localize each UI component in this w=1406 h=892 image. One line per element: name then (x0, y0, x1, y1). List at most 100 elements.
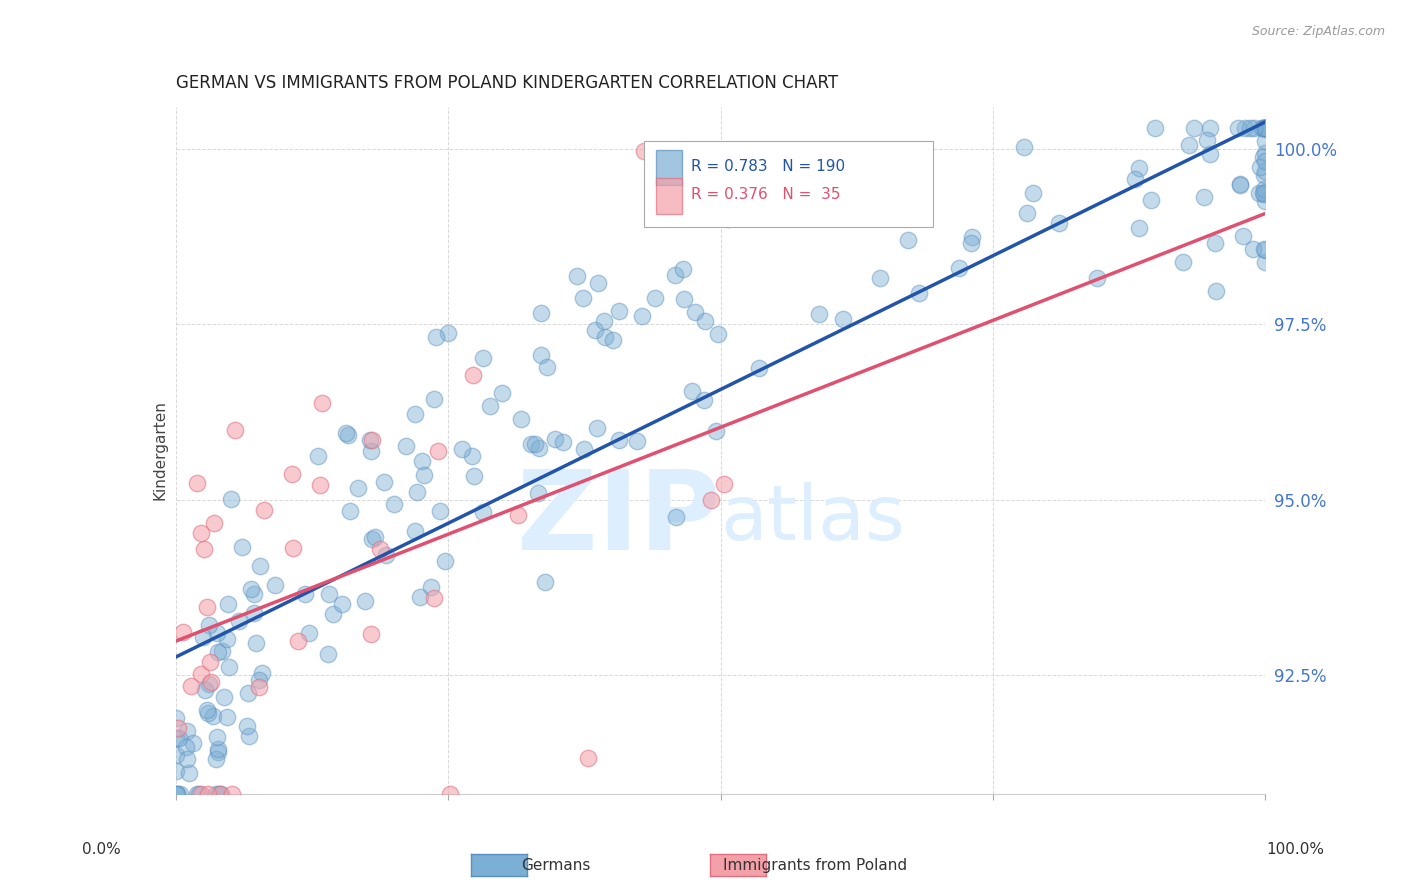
Point (461, 368, 484, 383)
Point (368, 542, 391, 557)
Point (412, 468, 434, 483)
Point (375, 548, 398, 562)
FancyBboxPatch shape (657, 178, 682, 214)
Point (174, 740, 197, 755)
Point (1123, 172, 1146, 186)
Point (1253, 153, 1275, 168)
Point (211, 644, 233, 658)
Point (238, 685, 260, 699)
Text: GERMAN VS IMMIGRANTS FROM POLAND KINDERGARTEN CORRELATION CHART: GERMAN VS IMMIGRANTS FROM POLAND KINDERG… (176, 74, 838, 92)
Point (1253, 187, 1275, 202)
Point (236, 719, 259, 733)
Point (207, 741, 229, 756)
Point (1139, 193, 1161, 207)
Point (510, 412, 533, 426)
Point (208, 787, 231, 801)
Point (471, 351, 494, 366)
Point (339, 504, 361, 518)
Point (316, 647, 339, 661)
Point (359, 433, 381, 447)
Point (520, 437, 543, 451)
Point (322, 607, 344, 622)
Point (551, 435, 574, 450)
Point (523, 437, 546, 451)
Point (631, 310, 654, 324)
Point (207, 745, 229, 759)
Point (204, 787, 226, 801)
Point (586, 277, 609, 291)
Point (332, 597, 354, 611)
Point (1254, 121, 1277, 136)
Point (207, 626, 229, 640)
Point (1229, 177, 1251, 191)
Point (1251, 186, 1274, 200)
Point (1254, 121, 1277, 136)
Point (748, 361, 770, 376)
Point (219, 491, 242, 506)
Point (695, 313, 717, 327)
Point (180, 679, 202, 693)
Point (1254, 164, 1277, 178)
Point (664, 268, 686, 283)
Point (166, 787, 188, 801)
Point (1232, 229, 1254, 244)
Point (1234, 121, 1257, 136)
Point (194, 683, 217, 698)
Point (1239, 121, 1261, 136)
Point (202, 709, 225, 723)
Point (529, 306, 551, 320)
Point (529, 348, 551, 362)
Text: R = 0.376   N =  35: R = 0.376 N = 35 (692, 187, 841, 202)
Point (1205, 285, 1227, 299)
Text: Source: ZipAtlas.com: Source: ZipAtlas.com (1251, 25, 1385, 38)
Point (450, 442, 472, 456)
Point (361, 532, 384, 546)
Point (544, 432, 567, 446)
Point (346, 481, 368, 495)
Text: R = 0.783   N = 190: R = 0.783 N = 190 (692, 159, 845, 174)
Point (172, 624, 194, 639)
Point (165, 764, 187, 778)
Point (207, 730, 229, 744)
Point (1017, 206, 1039, 220)
Point (1253, 182, 1275, 196)
Point (181, 736, 204, 750)
Point (205, 752, 228, 766)
Point (166, 721, 188, 735)
Point (869, 271, 891, 285)
Point (280, 467, 302, 481)
Point (1022, 186, 1045, 201)
Point (1253, 121, 1275, 136)
Point (681, 384, 703, 398)
Point (607, 433, 630, 447)
Point (202, 516, 225, 531)
Point (1144, 121, 1167, 136)
Point (839, 157, 862, 171)
Text: 100.0%: 100.0% (1267, 842, 1324, 856)
Point (1128, 220, 1150, 235)
Point (506, 508, 529, 522)
Point (307, 449, 329, 463)
Point (1253, 243, 1275, 257)
Point (960, 230, 983, 244)
Point (896, 233, 918, 247)
Point (607, 304, 630, 318)
Point (808, 306, 831, 320)
Point (200, 675, 222, 690)
Point (1204, 235, 1226, 250)
Point (1247, 186, 1270, 200)
Point (707, 326, 730, 341)
Point (437, 326, 460, 340)
Text: ZIP: ZIP (517, 466, 721, 573)
Point (209, 787, 232, 801)
Point (394, 438, 416, 452)
Point (1254, 146, 1277, 161)
Point (243, 587, 266, 601)
Point (360, 627, 382, 641)
Point (1254, 121, 1277, 136)
Point (901, 194, 924, 208)
Text: Germans: Germans (520, 858, 591, 872)
Point (1182, 121, 1205, 136)
Point (294, 587, 316, 601)
Point (1012, 140, 1035, 154)
